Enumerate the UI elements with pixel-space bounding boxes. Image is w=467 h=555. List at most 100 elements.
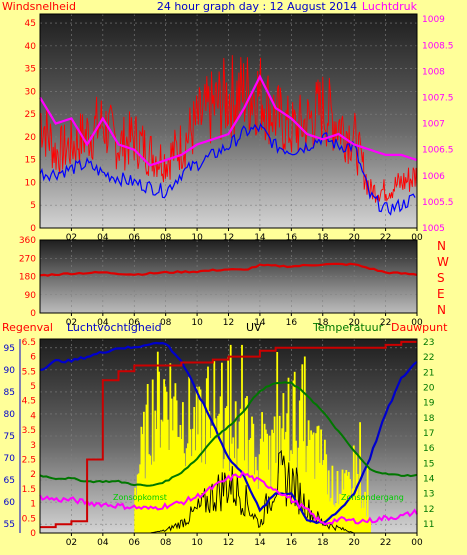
p3-x-tick-label: 10 bbox=[191, 538, 203, 548]
solar-bar bbox=[143, 411, 145, 533]
solar-bar bbox=[151, 379, 154, 533]
solar-bar bbox=[247, 477, 250, 533]
p1-y-left-tick-label: 0 bbox=[30, 224, 36, 234]
rain-line bbox=[40, 340, 417, 529]
p3-humidity-tick-label: 95 bbox=[4, 344, 15, 354]
solar-bar bbox=[278, 415, 281, 533]
solar-bar bbox=[336, 471, 339, 533]
solar-bar bbox=[229, 344, 232, 533]
solar-bar bbox=[339, 493, 341, 533]
p1-y-right-tick-label: 1008 bbox=[422, 67, 445, 77]
solar-bar bbox=[302, 441, 305, 533]
solar-bar bbox=[148, 454, 150, 533]
solar-bar bbox=[324, 439, 326, 533]
wind-direction-line bbox=[39, 262, 418, 277]
p1-y-left-tick-label: 15 bbox=[25, 156, 36, 166]
solar-bar bbox=[262, 441, 265, 533]
p3-rain-tick-label: 6 bbox=[30, 353, 36, 363]
solar-bar bbox=[266, 433, 268, 533]
solar-bar bbox=[335, 503, 338, 533]
solar-bar bbox=[135, 495, 138, 533]
solar-bar bbox=[292, 380, 295, 533]
solar-bar bbox=[145, 404, 148, 533]
solar-bar bbox=[170, 398, 173, 533]
p2-x-tick-label: 10 bbox=[191, 318, 203, 328]
solar-bar bbox=[153, 461, 155, 533]
p3-temperature-tick-label: 14 bbox=[423, 474, 435, 484]
solar-bar bbox=[246, 396, 248, 533]
solar-bar bbox=[161, 421, 164, 533]
title-right-label: Luchtdruk bbox=[362, 0, 418, 13]
p3-x-tick-label: 16 bbox=[286, 538, 298, 548]
p3-temperature-tick-label: 11 bbox=[423, 520, 434, 530]
solar-bar bbox=[210, 425, 213, 533]
solar-bar bbox=[203, 404, 206, 533]
p3-rain-tick-label: 6.5 bbox=[22, 338, 36, 348]
p1-y-right-tick-label: 1005 bbox=[422, 224, 445, 234]
solar-bar bbox=[347, 472, 350, 533]
solar-bar bbox=[251, 416, 253, 533]
p1-x-tick-label: 06 bbox=[129, 233, 141, 243]
p2-y-tick-label: 0 bbox=[30, 309, 36, 319]
p3-rain-tick-label: 3 bbox=[30, 441, 36, 451]
compass-letter-w: W bbox=[437, 255, 449, 269]
solar-bar bbox=[169, 363, 172, 533]
p1-y-left-tick-label: 35 bbox=[25, 65, 36, 75]
solar-bar bbox=[327, 470, 330, 533]
p3-x-tick-label: 00 bbox=[411, 538, 423, 548]
solar-bar bbox=[166, 419, 169, 533]
solar-bar bbox=[159, 447, 162, 533]
p3-humidity-tick-label: 80 bbox=[4, 410, 16, 420]
p1-y-right-tick-label: 1007.5 bbox=[422, 94, 454, 104]
solar-bar bbox=[182, 402, 184, 533]
solar-bar bbox=[290, 450, 292, 533]
solar-bar bbox=[308, 440, 311, 533]
solar-bar bbox=[249, 438, 252, 533]
solar-bar bbox=[369, 519, 371, 533]
solar-bar bbox=[187, 443, 189, 533]
p1-y-left-tick-label: 10 bbox=[25, 178, 37, 188]
solar-bar bbox=[179, 425, 182, 533]
p1-y-right-tick-label: 1009 bbox=[422, 15, 445, 25]
solar-bar bbox=[359, 422, 361, 533]
solar-bar bbox=[332, 504, 335, 533]
solar-bar bbox=[316, 426, 319, 533]
p1-x-tick-label: 18 bbox=[317, 233, 329, 243]
solar-bar bbox=[227, 357, 229, 533]
solar-bar bbox=[156, 351, 159, 533]
solar-bar bbox=[219, 396, 222, 533]
p3-x-tick-label: 08 bbox=[160, 538, 172, 548]
solar-bar bbox=[138, 473, 140, 533]
solar-bar bbox=[199, 389, 202, 533]
p1-y-left-tick-label: 30 bbox=[25, 87, 37, 97]
regenval-label: Regenval bbox=[2, 321, 53, 334]
solar-bar bbox=[300, 390, 302, 533]
temperature-label: Temperatuur bbox=[312, 321, 384, 334]
solar-bar bbox=[319, 462, 321, 533]
p1-y-left-tick-label: 20 bbox=[25, 133, 37, 143]
solar-bar bbox=[233, 458, 236, 533]
solar-bar bbox=[243, 460, 246, 533]
solar-bar bbox=[257, 488, 260, 533]
p3-temperature-tick-label: 17 bbox=[423, 429, 434, 439]
p3-temperature-tick-label: 20 bbox=[423, 384, 435, 394]
solar-bar bbox=[282, 393, 285, 533]
p1-y-right-tick-label: 1008.5 bbox=[422, 41, 454, 51]
p3-humidity-tick-label: 90 bbox=[4, 366, 16, 376]
solar-bar bbox=[190, 456, 193, 533]
solar-bar bbox=[258, 454, 261, 533]
solar-bar bbox=[322, 460, 325, 533]
solar-bar bbox=[357, 496, 360, 533]
solar-bar bbox=[253, 474, 256, 533]
solar-bar bbox=[218, 413, 221, 533]
solar-bar bbox=[209, 438, 212, 533]
p3-rain-tick-label: 1 bbox=[30, 500, 36, 510]
solar-bar bbox=[352, 445, 355, 533]
solar-bar bbox=[183, 453, 186, 533]
solar-bar bbox=[325, 454, 328, 533]
solar-bar bbox=[228, 471, 231, 533]
p3-x-tick-label: 12 bbox=[223, 538, 234, 548]
solar-bar bbox=[305, 472, 307, 533]
